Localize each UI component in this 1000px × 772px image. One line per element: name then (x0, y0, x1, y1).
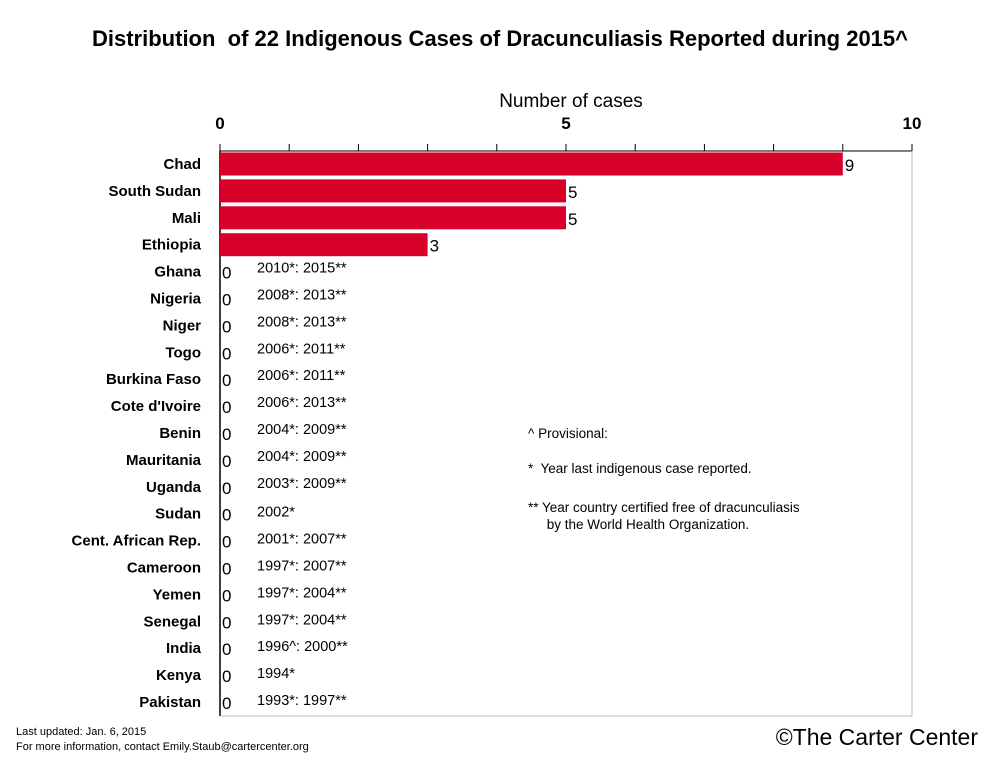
legend-line: ^ Provisional: (528, 426, 608, 441)
year-annotation: 1997*: 2004** (257, 585, 347, 601)
value-label: 0 (222, 344, 231, 363)
last-updated-note: Last updated: Jan. 6, 2015 (16, 726, 147, 738)
category-label: Nigeria (150, 291, 202, 308)
year-annotation: 2008*: 2013** (257, 314, 347, 330)
year-annotation: 1997*: 2004** (257, 612, 347, 628)
value-label: 0 (222, 479, 231, 498)
category-label: Cameroon (127, 560, 201, 577)
value-label: 0 (222, 586, 231, 605)
year-annotation: 1993*: 1997** (257, 693, 347, 709)
year-annotation: 2006*: 2013** (257, 395, 347, 411)
contact-note: For more information, contact Emily.Stau… (16, 741, 309, 753)
value-label: 0 (222, 452, 231, 471)
year-annotation: 2008*: 2013** (257, 288, 347, 304)
category-label: Mali (172, 210, 201, 227)
category-label: Cent. African Rep. (72, 533, 201, 550)
category-label: Yemen (153, 586, 201, 603)
bar (220, 206, 566, 230)
category-label: Pakistan (139, 694, 201, 711)
bars (220, 152, 843, 257)
category-label: Togo (165, 344, 201, 361)
x-tick-label: 10 (903, 114, 922, 133)
category-label: Niger (163, 317, 202, 334)
copyright-notice: ©The Carter Center (775, 724, 978, 750)
legend-line: * Year last indigenous case reported. (528, 461, 752, 476)
year-annotation: 1994* (257, 666, 295, 682)
category-label: Uganda (146, 479, 202, 496)
year-annotation: 2006*: 2011** (257, 368, 346, 384)
value-label: 0 (222, 291, 231, 310)
value-label: 0 (222, 317, 231, 336)
category-label: Burkina Faso (106, 371, 201, 388)
category-label: Chad (164, 156, 202, 173)
value-label: 0 (222, 264, 231, 283)
x-tick-label: 0 (215, 114, 224, 133)
category-label: Ghana (154, 264, 201, 281)
value-label: 0 (222, 425, 231, 444)
value-label: 0 (222, 560, 231, 579)
value-label: 0 (222, 613, 231, 632)
value-label: 0 (222, 398, 231, 417)
category-label: South Sudan (109, 183, 202, 200)
category-label: Ethiopia (142, 237, 202, 254)
year-annotation: 2004*: 2009** (257, 422, 347, 438)
category-label: Cote d'Ivoire (111, 398, 201, 415)
x-axis-title: Number of cases (499, 91, 643, 112)
year-annotation: 2001*: 2007** (257, 532, 347, 548)
value-label: 0 (222, 506, 231, 525)
category-label: Senegal (143, 613, 201, 630)
value-label: 0 (222, 640, 231, 659)
year-annotation: 2004*: 2009** (257, 449, 347, 465)
year-annotation: 2002* (257, 505, 295, 521)
legend-line: by the World Health Organization. (528, 517, 749, 532)
year-annotation: 2010*: 2015** (257, 261, 347, 277)
year-annotation: 2006*: 2011** (257, 341, 346, 357)
category-label: India (166, 640, 202, 657)
value-label: 0 (222, 371, 231, 390)
legend-line: ** Year country certified free of dracun… (528, 500, 800, 515)
value-label: 0 (222, 667, 231, 686)
category-label: Mauritania (126, 452, 202, 469)
bar (220, 233, 428, 257)
labels: 0 5 10 Number of cases Chad 9 South Sudan 5 Mali… (72, 91, 922, 713)
bar (220, 179, 566, 203)
bar (220, 152, 843, 176)
year-annotation: 1997*: 2007** (257, 559, 347, 575)
value-label: 5 (568, 183, 577, 202)
category-label: Sudan (155, 506, 201, 523)
value-label: 0 (222, 533, 231, 552)
category-label: Kenya (156, 667, 202, 684)
value-label: 9 (845, 156, 854, 175)
year-annotation: 2003*: 2009** (257, 476, 347, 492)
year-annotation: 1996^: 2000** (257, 639, 348, 655)
value-label: 3 (430, 237, 439, 256)
x-tick-label: 5 (561, 114, 570, 133)
chart-title: Distribution of 22 Indigenous Cases of D… (92, 26, 908, 51)
value-label: 0 (222, 694, 231, 713)
value-label: 5 (568, 210, 577, 229)
category-label: Benin (159, 425, 201, 442)
